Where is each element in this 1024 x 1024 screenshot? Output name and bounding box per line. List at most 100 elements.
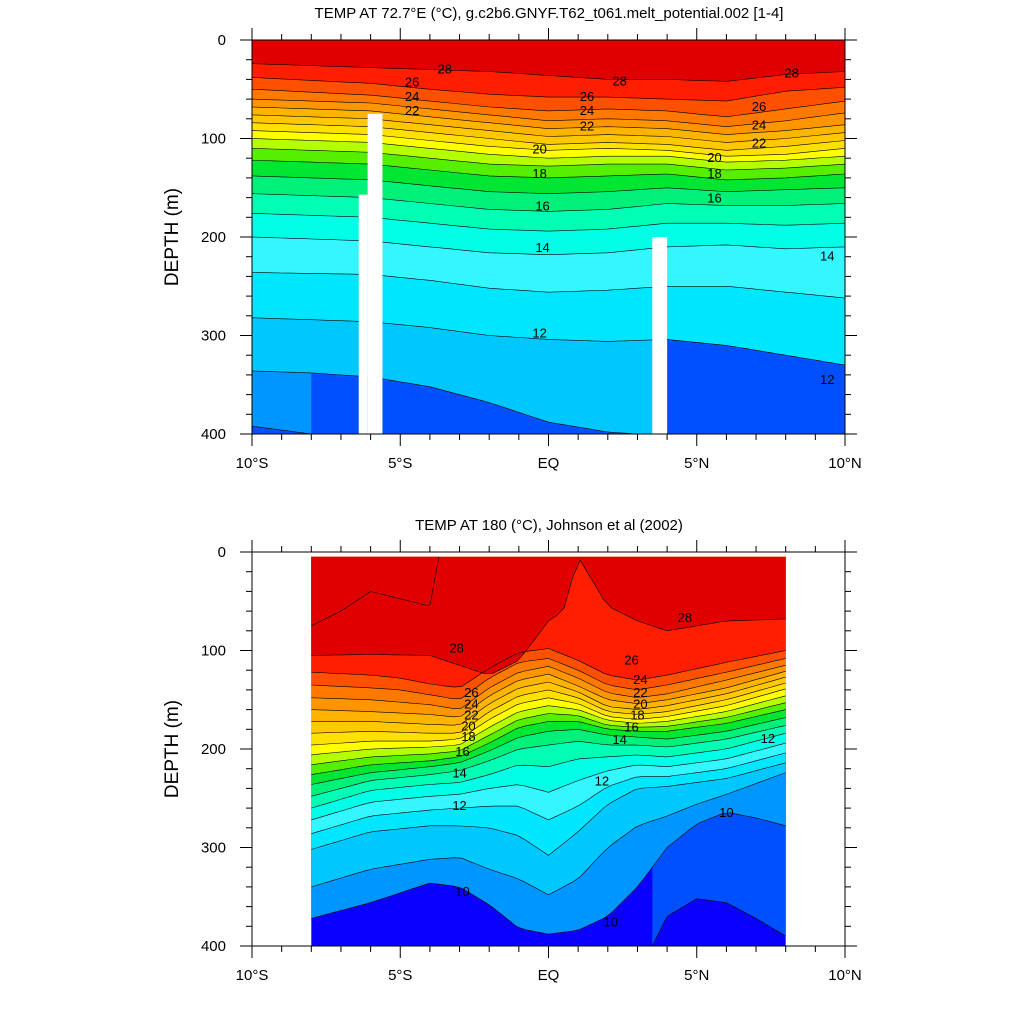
top-contour-labels: 2826242228262422282624222018161412201816… — [405, 62, 835, 387]
contour-label: 20 — [707, 150, 721, 165]
isotherm-line — [311, 762, 786, 856]
contour-label: 26 — [405, 74, 419, 89]
isotherm-line — [251, 213, 846, 232]
isotherm-line — [251, 175, 846, 195]
contour-band — [311, 556, 439, 626]
contour-label: 16 — [707, 191, 721, 206]
contour-label: 14 — [452, 766, 466, 781]
contour-label: 24 — [405, 89, 419, 104]
x-tick-label: 10°N — [828, 967, 862, 984]
contour-label: 22 — [633, 685, 647, 700]
top-chart-title: TEMP AT 72.7°E (°C), g.c2b6.GNYF.T62_t06… — [315, 5, 784, 22]
isotherm-line — [251, 130, 846, 157]
contour-label: 12 — [761, 731, 775, 746]
contour-label: 26 — [464, 685, 478, 700]
isotherm-line — [251, 77, 846, 102]
contour-label: 12 — [452, 798, 466, 813]
contour-label: 26 — [752, 99, 766, 114]
contour-label: 10 — [719, 805, 733, 820]
isotherm-line — [311, 742, 786, 821]
y-tick-label: 100 — [201, 643, 226, 660]
contour-band — [252, 40, 845, 82]
bottom-chart-title: TEMP AT 180 (°C), Johnson et al (2002) — [415, 517, 683, 534]
bottom-isotherm-lines — [311, 556, 786, 947]
contour-label: 14 — [535, 240, 549, 255]
isotherm-line — [652, 898, 786, 947]
y-tick-label: 0 — [218, 32, 226, 49]
contour-label: 22 — [752, 135, 766, 150]
contour-label: 24 — [580, 103, 594, 118]
contour-label: 10 — [455, 884, 469, 899]
contour-label: 16 — [455, 744, 469, 759]
contour-label: 18 — [532, 166, 546, 181]
isotherm-line — [311, 670, 786, 718]
missing-data-column — [367, 113, 383, 434]
contour-label: 12 — [532, 326, 546, 341]
contour-label: 12 — [820, 372, 834, 387]
y-tick-label: 400 — [201, 938, 226, 955]
y-tick-label: 400 — [201, 426, 226, 443]
contour-label: 26 — [580, 89, 594, 104]
bottom-contour-fill — [311, 556, 786, 946]
top-missing-data-columns — [358, 113, 668, 434]
isotherm-line — [251, 317, 846, 366]
top-contour-fill — [252, 40, 845, 434]
isotherm-line — [311, 695, 786, 756]
contour-label: 28 — [784, 65, 798, 80]
y-tick-label: 300 — [201, 328, 226, 345]
x-tick-label: EQ — [538, 455, 560, 472]
x-tick-label: 10°S — [236, 967, 269, 984]
isotherm-line — [251, 98, 846, 128]
contour-label: 24 — [752, 118, 766, 133]
x-tick-label: 5°S — [388, 455, 412, 472]
contour-label: 12 — [595, 774, 609, 789]
isotherm-line — [311, 725, 786, 797]
bottom-y-axis-label: DEPTH (m) — [162, 700, 183, 798]
isotherm-line — [311, 676, 786, 726]
isotherm-line — [311, 717, 786, 785]
isotherm-line — [251, 148, 846, 171]
isotherm-line — [311, 648, 786, 688]
y-tick-label: 200 — [201, 741, 226, 758]
contour-label: 18 — [707, 166, 721, 181]
isotherm-line — [311, 752, 786, 834]
x-tick-label: EQ — [538, 967, 560, 984]
top-y-axis-label: DEPTH (m) — [162, 188, 183, 286]
isotherm-line — [251, 159, 846, 181]
contour-label: 14 — [820, 249, 834, 264]
x-tick-label: 5°N — [684, 455, 709, 472]
contour-label: 28 — [449, 641, 463, 656]
isotherm-line — [251, 106, 846, 135]
isotherm-line — [251, 425, 312, 435]
contour-label: 10 — [604, 914, 618, 929]
contour-label: 18 — [461, 729, 475, 744]
observed-temperature-panel: TEMP AT 180 (°C), Johnson et al (2002) 2… — [162, 517, 862, 984]
x-tick-label: 10°S — [236, 455, 269, 472]
isotherm-line — [251, 193, 846, 212]
contour-label: 20 — [532, 141, 546, 156]
bottom-contour-labels: 2826282624222018161412242220181614121210… — [449, 610, 775, 929]
contour-label: 22 — [405, 103, 419, 118]
y-tick-label: 200 — [201, 229, 226, 246]
contour-label: 20 — [461, 718, 475, 733]
x-tick-label: 5°S — [388, 967, 412, 984]
missing-data-column — [358, 194, 368, 434]
contour-label: 16 — [624, 719, 638, 734]
contour-label: 28 — [678, 610, 692, 625]
contour-label: 28 — [612, 73, 626, 88]
contour-label: 26 — [624, 652, 638, 667]
isotherm-line — [251, 122, 846, 151]
isotherm-line — [251, 63, 846, 82]
isotherm-line — [311, 688, 786, 746]
isotherm-line — [251, 89, 846, 118]
y-tick-label: 300 — [201, 840, 226, 857]
isotherm-line — [251, 272, 846, 299]
model-temperature-panel: TEMP AT 72.7°E (°C), g.c2b6.GNYF.T62_t06… — [162, 5, 862, 472]
contour-label: 22 — [580, 119, 594, 134]
isotherm-line — [311, 772, 786, 896]
isotherm-line — [251, 236, 846, 256]
isotherm-line — [251, 138, 846, 163]
isotherm-line — [311, 559, 786, 675]
x-tick-label: 10°N — [828, 455, 862, 472]
contour-label: 16 — [535, 198, 549, 213]
